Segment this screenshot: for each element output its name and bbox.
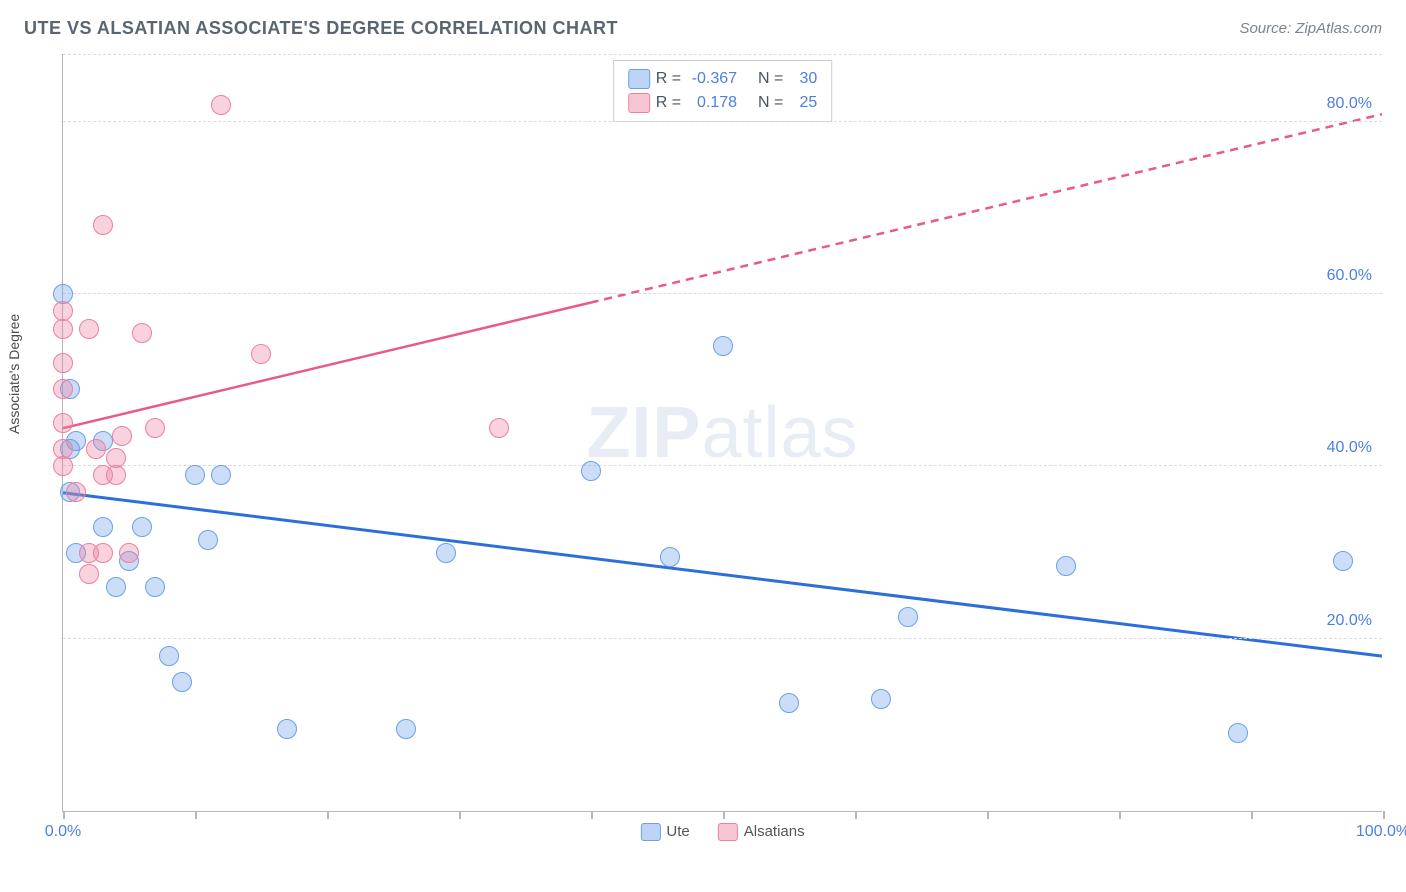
- data-point: [53, 353, 73, 373]
- data-point: [172, 672, 192, 692]
- data-point: [79, 319, 99, 339]
- watermark-bold: ZIP: [586, 393, 701, 473]
- x-tick: [1251, 811, 1253, 819]
- y-tick-label: 20.0%: [1327, 612, 1372, 630]
- data-point: [660, 547, 680, 567]
- x-tick: [195, 811, 197, 819]
- data-point: [898, 607, 918, 627]
- n-label: N =: [758, 91, 783, 115]
- data-point: [132, 323, 152, 343]
- legend-swatch: [718, 823, 738, 841]
- data-point: [53, 456, 73, 476]
- n-value: 25: [789, 91, 817, 115]
- data-point: [251, 344, 271, 364]
- x-tick: [1119, 811, 1121, 819]
- y-tick-label: 60.0%: [1327, 267, 1372, 285]
- legend-label: Ute: [666, 823, 689, 840]
- trend-lines: [63, 54, 1382, 811]
- legend-swatch: [640, 823, 660, 841]
- data-point: [106, 448, 126, 468]
- data-point: [86, 439, 106, 459]
- plot-area: ZIPatlas R =-0.367 N =30R =0.178 N =25 U…: [62, 54, 1382, 812]
- y-axis-label: Associate's Degree: [6, 314, 22, 434]
- data-point: [79, 564, 99, 584]
- data-point: [132, 517, 152, 537]
- watermark-light: atlas: [701, 393, 858, 473]
- source-attribution: Source: ZipAtlas.com: [1239, 20, 1382, 37]
- data-point: [1056, 556, 1076, 576]
- data-point: [1228, 723, 1248, 743]
- data-point: [145, 418, 165, 438]
- x-tick: [63, 811, 65, 819]
- x-tick-label: 100.0%: [1356, 823, 1406, 841]
- gridline: [63, 638, 1382, 639]
- data-point: [1333, 551, 1353, 571]
- correlation-legend: R =-0.367 N =30R =0.178 N =25: [613, 60, 833, 122]
- data-point: [112, 426, 132, 446]
- y-tick-label: 40.0%: [1327, 439, 1372, 457]
- data-point: [145, 577, 165, 597]
- n-label: N =: [758, 67, 783, 91]
- x-tick: [591, 811, 593, 819]
- data-point: [436, 543, 456, 563]
- data-point: [106, 577, 126, 597]
- data-point: [53, 379, 73, 399]
- data-point: [106, 465, 126, 485]
- r-label: R =: [656, 67, 681, 91]
- data-point: [185, 465, 205, 485]
- data-point: [53, 319, 73, 339]
- data-point: [489, 418, 509, 438]
- legend-label: Alsatians: [744, 823, 805, 840]
- gridline: [63, 293, 1382, 294]
- r-label: R =: [656, 91, 681, 115]
- data-point: [713, 336, 733, 356]
- watermark: ZIPatlas: [586, 392, 858, 474]
- legend-swatch: [628, 69, 650, 89]
- data-point: [581, 461, 601, 481]
- data-point: [211, 465, 231, 485]
- data-point: [66, 482, 86, 502]
- legend-row: R =0.178 N =25: [628, 91, 818, 115]
- data-point: [53, 413, 73, 433]
- y-tick-label: 80.0%: [1327, 95, 1372, 113]
- data-point: [396, 719, 416, 739]
- legend-item: Ute: [640, 823, 689, 841]
- data-point: [277, 719, 297, 739]
- x-tick: [459, 811, 461, 819]
- gridline: [63, 121, 1382, 122]
- r-value: -0.367: [687, 67, 737, 91]
- r-value: 0.178: [687, 91, 737, 115]
- data-point: [211, 95, 231, 115]
- data-point: [93, 215, 113, 235]
- x-tick: [1383, 811, 1385, 819]
- x-tick: [327, 811, 329, 819]
- data-point: [119, 543, 139, 563]
- chart-title: UTE VS ALSATIAN ASSOCIATE'S DEGREE CORRE…: [24, 18, 618, 39]
- scatter-chart: Associate's Degree ZIPatlas R =-0.367 N …: [22, 54, 1384, 846]
- data-point: [159, 646, 179, 666]
- x-tick: [723, 811, 725, 819]
- x-tick-label: 0.0%: [45, 823, 81, 841]
- data-point: [93, 517, 113, 537]
- legend-item: Alsatians: [718, 823, 805, 841]
- data-point: [198, 530, 218, 550]
- legend-row: R =-0.367 N =30: [628, 67, 818, 91]
- data-point: [779, 693, 799, 713]
- x-tick: [855, 811, 857, 819]
- data-point: [93, 543, 113, 563]
- data-point: [871, 689, 891, 709]
- x-tick: [987, 811, 989, 819]
- legend-swatch: [628, 93, 650, 113]
- gridline: [63, 465, 1382, 466]
- n-value: 30: [789, 67, 817, 91]
- series-legend: Ute Alsatians: [640, 823, 804, 841]
